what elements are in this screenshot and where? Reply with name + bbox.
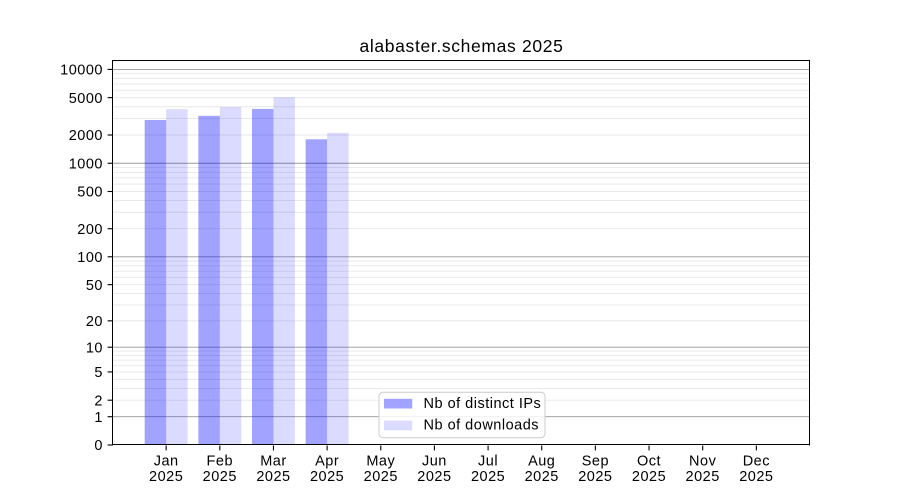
svg-text:Nb of downloads: Nb of downloads <box>424 418 540 434</box>
svg-text:Feb: Feb <box>207 454 234 470</box>
svg-text:Apr: Apr <box>315 454 339 470</box>
svg-text:Mar: Mar <box>260 454 286 470</box>
svg-text:2025: 2025 <box>525 469 559 485</box>
svg-text:May: May <box>366 454 395 470</box>
svg-text:2025: 2025 <box>739 469 773 485</box>
svg-text:Jun: Jun <box>422 454 447 470</box>
svg-text:2000: 2000 <box>69 128 103 144</box>
svg-text:5000: 5000 <box>69 91 103 107</box>
svg-text:2025: 2025 <box>203 469 237 485</box>
svg-text:Nb of distinct IPs: Nb of distinct IPs <box>424 396 542 412</box>
svg-text:alabaster.schemas 2025: alabaster.schemas 2025 <box>359 36 563 56</box>
svg-text:500: 500 <box>77 185 103 201</box>
svg-text:20: 20 <box>86 314 103 330</box>
svg-text:Jan: Jan <box>154 454 179 470</box>
svg-text:Aug: Aug <box>528 454 555 470</box>
svg-text:100: 100 <box>77 250 103 266</box>
svg-text:2025: 2025 <box>364 469 398 485</box>
svg-text:Jul: Jul <box>478 454 498 470</box>
svg-text:10: 10 <box>86 340 103 356</box>
svg-text:2025: 2025 <box>417 469 451 485</box>
svg-text:1: 1 <box>94 410 103 426</box>
svg-text:1000: 1000 <box>69 156 103 172</box>
svg-text:2025: 2025 <box>686 469 720 485</box>
svg-text:2025: 2025 <box>578 469 612 485</box>
svg-text:Oct: Oct <box>637 454 661 470</box>
svg-text:2025: 2025 <box>149 469 183 485</box>
svg-text:2025: 2025 <box>310 469 344 485</box>
svg-text:Dec: Dec <box>743 454 770 470</box>
svg-text:2: 2 <box>94 393 103 409</box>
svg-text:Nov: Nov <box>689 454 717 470</box>
svg-text:200: 200 <box>77 222 103 238</box>
svg-text:2025: 2025 <box>632 469 666 485</box>
svg-text:10000: 10000 <box>60 63 103 79</box>
svg-text:50: 50 <box>86 278 103 294</box>
svg-text:Sep: Sep <box>582 454 609 470</box>
svg-text:0: 0 <box>94 438 103 454</box>
svg-text:5: 5 <box>94 365 103 381</box>
svg-text:2025: 2025 <box>471 469 505 485</box>
svg-text:2025: 2025 <box>256 469 290 485</box>
